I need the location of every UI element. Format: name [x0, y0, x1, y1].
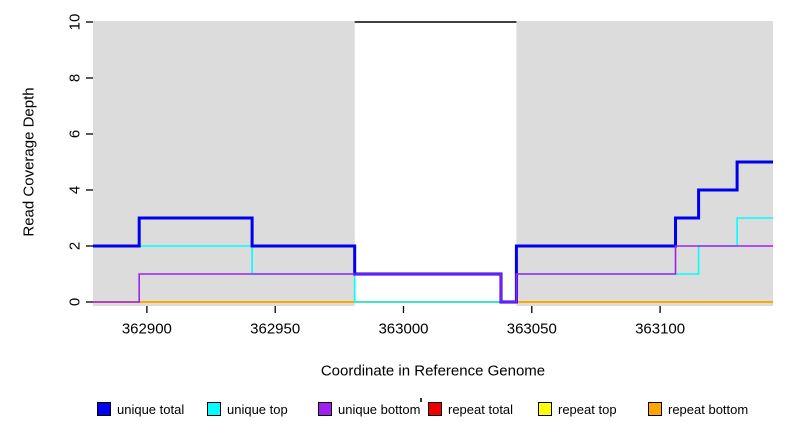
- y-axis-tick-label: 0: [66, 297, 84, 307]
- legend-label: unique top: [227, 402, 288, 417]
- legend-swatch-icon: [207, 402, 221, 416]
- legend-swatch-icon: [428, 402, 442, 416]
- x-axis-tick-label: 363100: [635, 320, 686, 338]
- y-axis-tick-label: 10: [66, 13, 84, 31]
- legend-label: repeat total: [448, 402, 514, 417]
- y-axis-title: Read Coverage Depth: [20, 87, 38, 237]
- series-unique-bottom: [93, 245, 773, 303]
- stray-mark-artifact: [420, 398, 422, 402]
- x-axis-tick-label: 362950: [250, 320, 301, 338]
- y-axis-tick-label: 6: [66, 129, 84, 139]
- legend-swatch-icon: [648, 402, 662, 416]
- legend-label: repeat bottom: [668, 402, 749, 417]
- y-axis-tick-label: 2: [66, 241, 84, 251]
- legend-label: unique bottom: [338, 402, 421, 417]
- x-axis-tick-label: 362900: [121, 320, 172, 338]
- legend-swatch-icon: [318, 402, 332, 416]
- y-axis-tick-label: 4: [66, 185, 84, 195]
- legend-label: unique total: [117, 402, 185, 417]
- x-axis-title: Coordinate in Reference Genome: [320, 362, 546, 380]
- legend-label: repeat top: [558, 402, 617, 417]
- y-axis-tick-label: 8: [66, 73, 84, 83]
- legend-swatch-icon: [97, 402, 111, 416]
- x-axis-tick-label: 363050: [506, 320, 557, 338]
- highlight-band: [354, 21, 517, 306]
- x-axis-tick-label: 363000: [378, 320, 429, 338]
- legend-swatch-icon: [538, 402, 552, 416]
